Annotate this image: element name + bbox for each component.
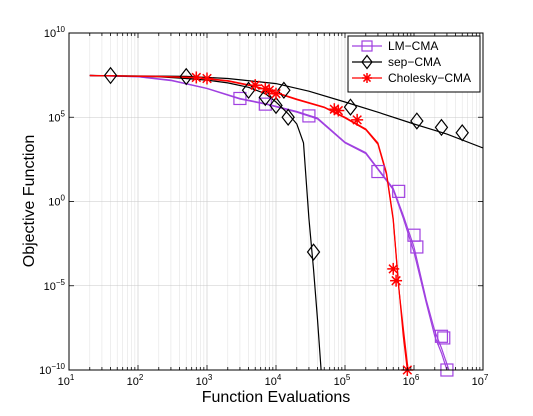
legend-entry: Cholesky−CMA: [352, 71, 471, 85]
data-point-square: [371, 164, 385, 179]
y-tick-label: 105: [48, 109, 65, 124]
legend-entry: sep−CMA: [352, 54, 441, 70]
x-axis-title: Function Evaluations: [202, 389, 351, 406]
y-axis-title: Objective Function: [21, 135, 38, 268]
tick-marks: [68, 32, 483, 371]
data-point-asterisk: [390, 274, 403, 287]
legend-label: sep−CMA: [388, 55, 441, 69]
legend-entry: LM−CMA: [352, 39, 438, 53]
data-point-asterisk: [387, 262, 400, 275]
data-point-diamond: [361, 54, 373, 70]
x-tick-label: 104: [265, 373, 282, 388]
y-tick-label: 10−10: [39, 362, 65, 377]
data-point-diamond: [343, 98, 358, 116]
x-tick-label: 105: [334, 373, 351, 388]
x-tick-label: 106: [403, 373, 420, 388]
x-tick-label: 102: [127, 373, 144, 388]
data-point-diamond: [281, 108, 295, 127]
data-point-asterisk: [270, 87, 282, 100]
y-tick-label: 1010: [44, 25, 66, 40]
data-point-square: [392, 184, 406, 198]
data-point-asterisk: [362, 73, 372, 83]
data-point-diamond: [306, 243, 321, 261]
data-point-diamond: [434, 118, 449, 137]
legend: LM−CMA sep−CMA Cholesky−CMA: [347, 35, 481, 93]
x-tick-label: 107: [472, 373, 489, 388]
y-tick-label: 10−5: [44, 278, 66, 293]
data-point-asterisk: [190, 71, 203, 84]
x-tick-label: 103: [196, 373, 213, 388]
data-point-diamond: [277, 81, 291, 100]
data-point-diamond: [269, 96, 283, 115]
data-point-asterisk: [249, 79, 262, 92]
series-line: [89, 74, 322, 370]
data-point-asterisk: [332, 104, 345, 117]
data-point-square: [302, 109, 316, 123]
data-point-square: [410, 240, 424, 254]
data-point-square: [434, 329, 449, 343]
data-point-square: [361, 40, 373, 52]
data-point-square: [233, 91, 247, 106]
legend-label: LM−CMA: [388, 39, 438, 53]
data-point-square: [437, 331, 451, 345]
grid: [69, 33, 483, 370]
series-line: [89, 74, 450, 370]
data-point-diamond: [179, 67, 193, 86]
data-point-asterisk: [351, 113, 364, 126]
data-point-diamond: [455, 123, 469, 142]
y-tick-label: 100: [48, 194, 65, 209]
legend-label: Cholesky−CMA: [388, 71, 471, 85]
x-tick-labels: 101 102 103 104 105 106 107: [58, 373, 489, 388]
data-point-diamond: [103, 66, 118, 85]
data-point-diamond: [410, 112, 424, 130]
data-point-asterisk: [201, 72, 213, 85]
x-tick-label: 101: [58, 373, 75, 388]
y-tick-labels: 10−10 10−5 100 105 1010: [39, 25, 65, 377]
